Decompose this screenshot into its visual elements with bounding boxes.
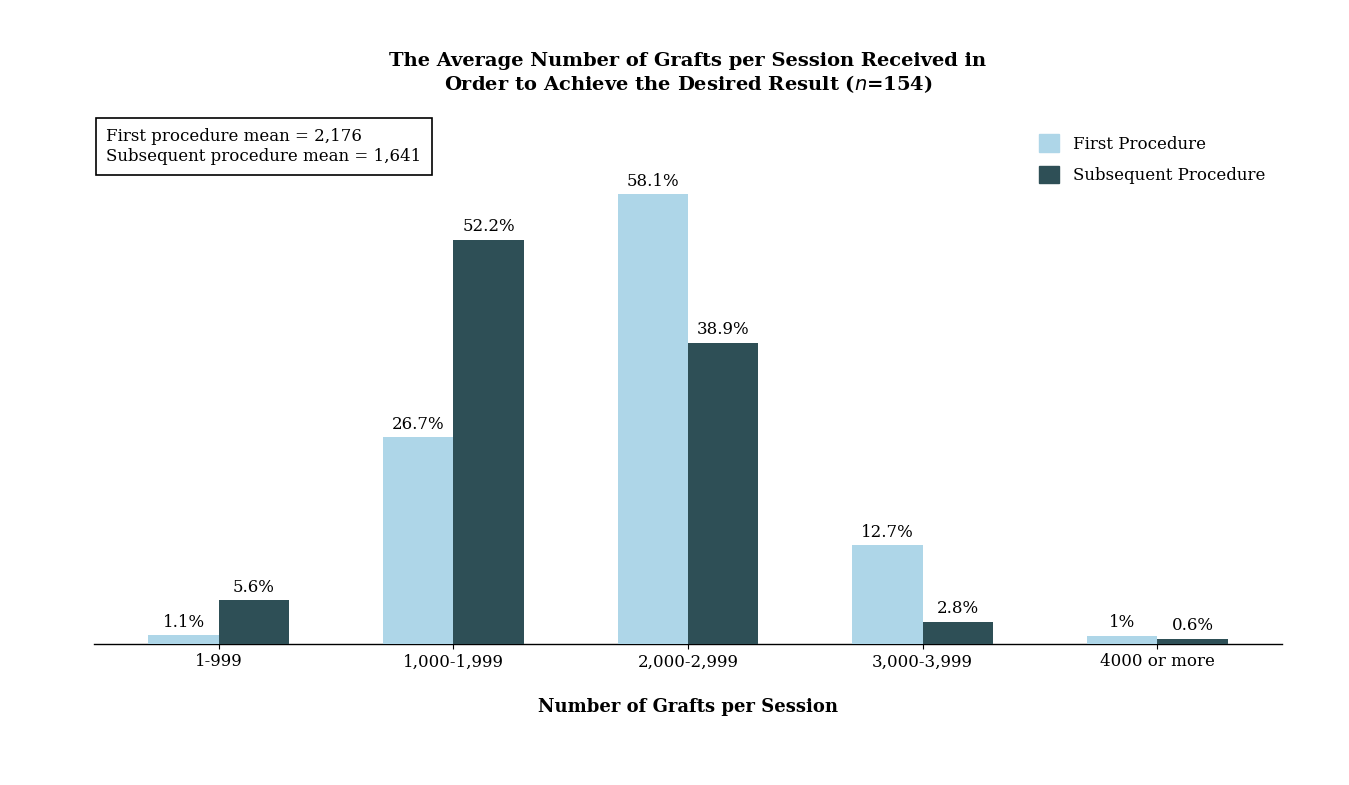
Bar (688, 343, 758, 644)
Text: 26.7%: 26.7% (391, 415, 445, 433)
X-axis label: Number of Grafts per Session: Number of Grafts per Session (538, 698, 838, 716)
Text: 0.6%: 0.6% (1171, 618, 1213, 634)
Bar (148, 635, 219, 644)
Bar (853, 546, 923, 644)
Bar (453, 240, 523, 644)
Bar (219, 601, 289, 644)
Text: 1.1%: 1.1% (162, 614, 205, 630)
Text: 38.9%: 38.9% (697, 321, 750, 338)
Bar (1087, 636, 1157, 644)
Text: 5.6%: 5.6% (233, 579, 275, 596)
Legend: First Procedure, Subsequent Procedure: First Procedure, Subsequent Procedure (1031, 126, 1273, 192)
Text: 2.8%: 2.8% (936, 601, 979, 617)
Text: 1%: 1% (1109, 615, 1135, 631)
Bar (923, 622, 993, 644)
Text: 12.7%: 12.7% (861, 524, 913, 541)
Title: The Average Number of Grafts per Session Received in
Order to Achieve the Desire: The Average Number of Grafts per Session… (390, 52, 986, 95)
Bar (1157, 639, 1228, 644)
Bar (618, 195, 688, 644)
Text: First procedure mean = 2,176
Subsequent procedure mean = 1,641: First procedure mean = 2,176 Subsequent … (107, 128, 421, 165)
Text: 58.1%: 58.1% (626, 173, 679, 190)
Text: 52.2%: 52.2% (463, 218, 515, 236)
Bar (383, 437, 453, 644)
